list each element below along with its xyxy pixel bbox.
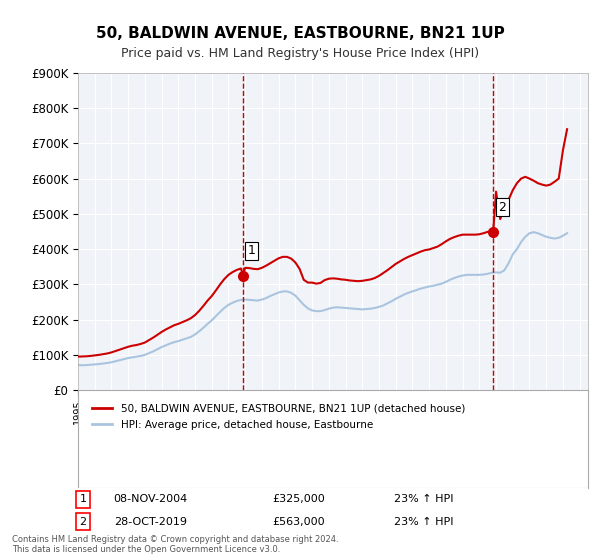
Text: 23% ↑ HPI: 23% ↑ HPI: [394, 494, 454, 504]
Text: 2: 2: [80, 517, 86, 526]
Text: 1: 1: [248, 244, 256, 258]
Text: 2: 2: [498, 200, 506, 214]
Text: 50, BALDWIN AVENUE, EASTBOURNE, BN21 1UP: 50, BALDWIN AVENUE, EASTBOURNE, BN21 1UP: [95, 26, 505, 41]
Text: £563,000: £563,000: [272, 517, 325, 526]
Text: 28-OCT-2019: 28-OCT-2019: [114, 517, 187, 526]
Text: 23% ↑ HPI: 23% ↑ HPI: [394, 517, 454, 526]
Text: £325,000: £325,000: [272, 494, 325, 504]
Legend: 50, BALDWIN AVENUE, EASTBOURNE, BN21 1UP (detached house), HPI: Average price, d: 50, BALDWIN AVENUE, EASTBOURNE, BN21 1UP…: [83, 395, 473, 438]
Text: Price paid vs. HM Land Registry's House Price Index (HPI): Price paid vs. HM Land Registry's House …: [121, 46, 479, 60]
Text: 1: 1: [80, 494, 86, 504]
Text: Contains HM Land Registry data © Crown copyright and database right 2024.
This d: Contains HM Land Registry data © Crown c…: [12, 535, 338, 554]
Text: 08-NOV-2004: 08-NOV-2004: [114, 494, 188, 504]
